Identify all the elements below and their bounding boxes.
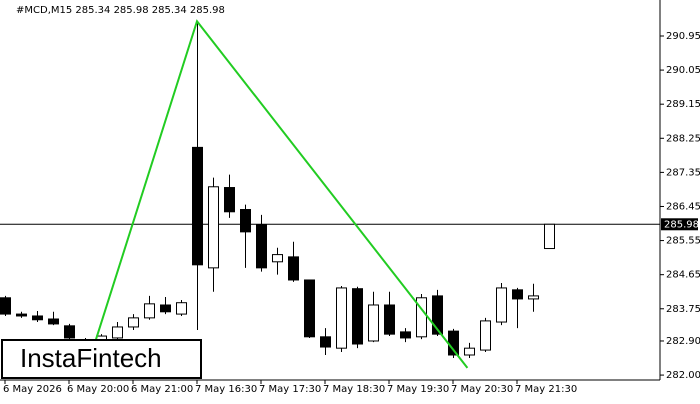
- candle-body: [192, 146, 203, 266]
- candle-body: [64, 325, 75, 339]
- candle-body: [416, 297, 427, 338]
- candle-body: [256, 224, 267, 269]
- candle-body: [160, 304, 171, 313]
- y-tick-label: 284.65: [666, 270, 700, 281]
- y-tick-label: 289.15: [666, 99, 700, 110]
- candle-body: [432, 295, 443, 335]
- y-tick-label: 282.00: [666, 370, 700, 381]
- x-tick-label: 6 May 21:00: [131, 384, 193, 395]
- candle-body: [0, 297, 11, 315]
- candle-body: [288, 256, 299, 281]
- candle-body: [544, 223, 555, 250]
- x-tick-label: 6 May 20:00: [67, 384, 129, 395]
- candle-body: [224, 187, 235, 213]
- candle-body: [16, 313, 27, 317]
- candle-body: [464, 347, 475, 356]
- x-tick-label: 6 May 2026: [3, 384, 62, 395]
- candle-body: [336, 287, 347, 349]
- x-tick-label: 7 May 21:30: [515, 384, 577, 395]
- candle-body: [272, 254, 283, 263]
- candle-body: [128, 317, 139, 328]
- y-tick-label: 288.25: [666, 133, 700, 144]
- logo-text: InstaFintech: [20, 343, 162, 373]
- price-label-box: [661, 218, 698, 231]
- y-tick-label: 290.05: [666, 65, 700, 76]
- candle-body: [528, 295, 539, 300]
- candle-body: [384, 304, 395, 335]
- y-tick-label: 290.95: [666, 31, 700, 42]
- x-tick-label: 7 May 19:30: [387, 384, 449, 395]
- candle-body: [176, 302, 187, 315]
- candle-body: [32, 315, 43, 321]
- candle-body: [400, 331, 411, 339]
- candle-body: [352, 288, 363, 345]
- candle-body: [144, 303, 155, 319]
- x-tick-label: 7 May 18:30: [323, 384, 385, 395]
- candle-body: [368, 304, 379, 342]
- candle-body: [48, 318, 59, 325]
- y-tick-label: 283.75: [666, 304, 700, 315]
- price-label: 285.98: [664, 219, 699, 230]
- candle-body: [480, 320, 491, 351]
- y-tick-label: 287.35: [666, 167, 700, 178]
- candle-body: [240, 209, 251, 233]
- candle-body: [496, 287, 507, 323]
- chart-title: #MCD,M15 285.34 285.98 285.34 285.98: [16, 5, 225, 16]
- x-tick-label: 7 May 17:30: [259, 384, 321, 395]
- logo-box: [1, 339, 202, 379]
- candle-body: [320, 336, 331, 348]
- candle-body: [112, 326, 123, 339]
- x-tick-label: 7 May 20:30: [451, 384, 513, 395]
- y-tick-label: 282.90: [666, 336, 700, 347]
- y-tick-label: 286.45: [666, 201, 700, 212]
- pattern-line: [90, 19, 469, 369]
- candle-body: [512, 289, 523, 300]
- x-tick-label: 7 May 16:30: [195, 384, 257, 395]
- candle-body: [208, 186, 219, 269]
- candle-body: [304, 279, 315, 338]
- y-tick-label: 285.55: [666, 236, 700, 247]
